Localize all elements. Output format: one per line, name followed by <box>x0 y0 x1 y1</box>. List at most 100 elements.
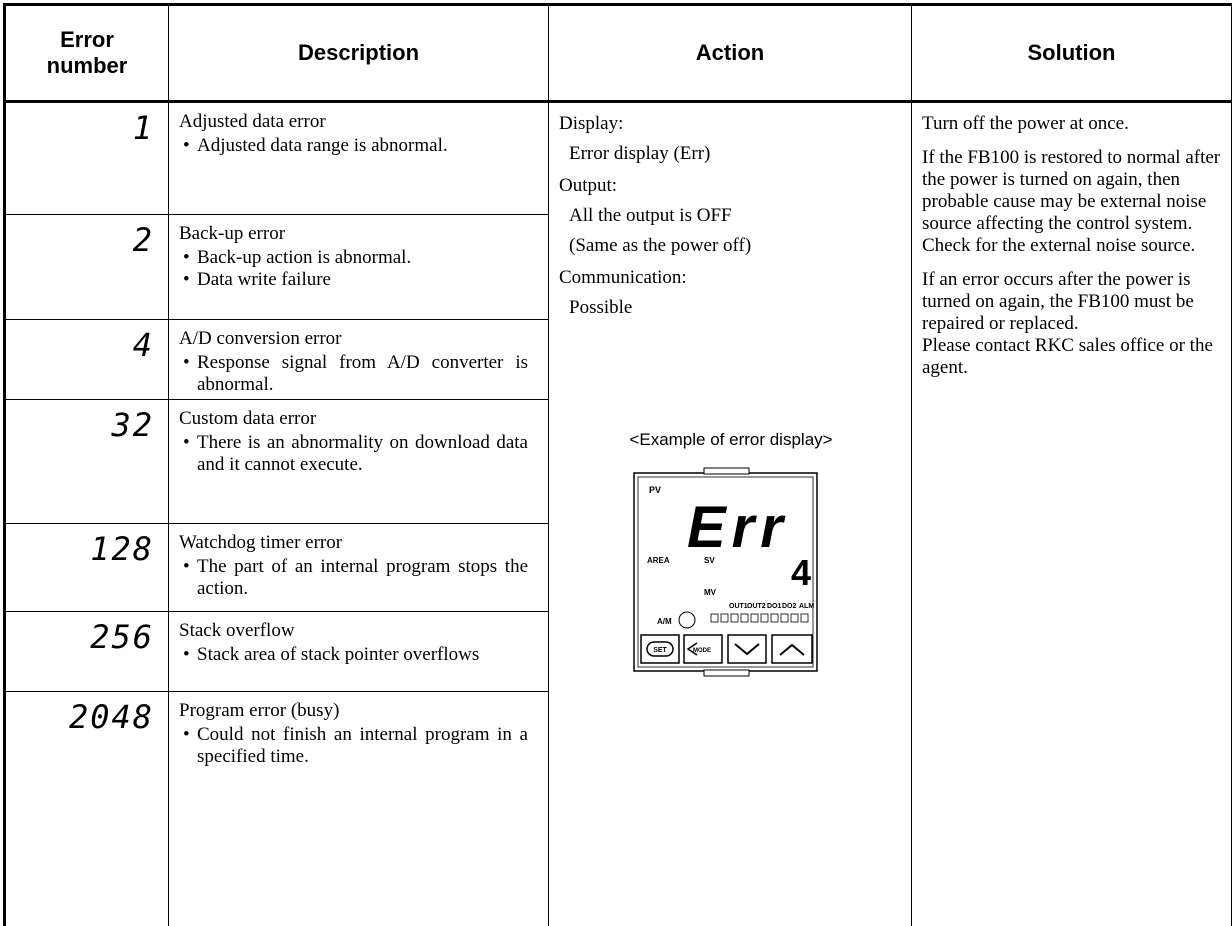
description-bullet: The part of an internal program stops th… <box>183 556 528 600</box>
error-number: 32 <box>4 399 169 524</box>
up-arrow <box>779 643 805 656</box>
set-key-label: SET <box>653 647 667 654</box>
solution: Turn off the power at once. If the FB100 … <box>911 101 1232 926</box>
description-bullet: Adjusted data range is abnormal. <box>183 135 528 157</box>
description-bullet: Back-up action is abnormal. <box>183 247 528 269</box>
error-number: 1 <box>4 101 169 215</box>
solution-paragraph: If an error occurs after the power is tu… <box>922 269 1227 379</box>
indicator-lamps <box>710 613 809 623</box>
header-row: Error number Description Action Solution <box>4 4 1232 103</box>
sv-label: SV <box>704 556 715 565</box>
description-bullet: Response signal from A/D converter is ab… <box>183 352 528 396</box>
mv-label: MV <box>704 588 717 597</box>
output-label: DO2 <box>782 603 797 610</box>
description-bullet: Stack area of stack pointer overflows <box>183 644 528 666</box>
indicator-lamp <box>750 613 759 623</box>
description: Custom data error There is an abnormality… <box>168 399 549 524</box>
set-key-outline <box>646 641 674 657</box>
example-caption: <Example of error display> <box>629 430 833 449</box>
description-title: Program error (busy) <box>179 700 340 721</box>
down-arrow <box>734 643 760 656</box>
action-line: Error display (Err) <box>569 143 711 164</box>
am-lamp <box>678 611 696 629</box>
description: Watchdog timer error The part of an inter… <box>168 523 549 612</box>
up-key <box>771 634 813 664</box>
error-number: 4 <box>4 319 169 400</box>
description: A/D conversion error Response signal from… <box>168 319 549 400</box>
description-title: Back-up error <box>179 223 286 244</box>
column-header: Action <box>548 4 912 103</box>
solution-line: Turn off the power at once. <box>922 113 1129 134</box>
set-key <box>640 634 680 664</box>
indicator-lamp <box>720 613 729 623</box>
indicator-lamp <box>760 613 769 623</box>
error-row: 1 Adjusted data error Adjusted data range … <box>4 101 1232 926</box>
indicator-lamp <box>790 613 799 623</box>
error-row: 128 Watchdog timer error The part of an in… <box>4 523 1232 612</box>
indicator-lamp <box>780 613 789 623</box>
action: Display: Error display (Err) Output: All th… <box>548 101 912 926</box>
output-label: DO1 <box>767 603 782 610</box>
solution-line: If the FB100 is restored to normal after… <box>922 147 1221 256</box>
indicator-lamp <box>730 613 739 623</box>
description-bullets: Response signal from A/D converter is ab… <box>179 352 528 396</box>
error-row: 32 Custom data error There is an abnormali… <box>4 399 1232 524</box>
description-bullets: Could not finish an internal program in … <box>179 724 528 768</box>
description-title: Watchdog timer error <box>179 532 343 553</box>
description-bullets: Adjusted data range is abnormal. <box>179 135 528 157</box>
am-label: A/M <box>657 617 672 626</box>
description: Back-up error Back-up action is abnormal.… <box>168 214 549 320</box>
pv-label: PV <box>649 485 661 495</box>
controller-inner-frame <box>637 476 814 668</box>
mode-arrow <box>686 642 698 656</box>
controller-illustration: PV Err AREA SV 4 MV OUT1 OUT2 DO1 DO2 AL… <box>633 467 818 677</box>
error-row: 256 Stack overflow Stack area of stack poi… <box>4 611 1232 692</box>
column-header: Description <box>168 4 549 103</box>
error-number: 256 <box>4 611 169 692</box>
description-bullet: There is an abnormality on download data… <box>183 432 528 476</box>
description-bullets: Stack area of stack pointer overflows <box>179 644 528 666</box>
error-row: 2 Back-up error Back-up action is abnormal… <box>4 214 1232 320</box>
alm-label: ALM <box>799 603 814 610</box>
column-header: Solution <box>911 4 1232 103</box>
solution-paragraph: Turn off the power at once. <box>922 113 1227 135</box>
action-item: Output: All the output is OFF (Same as the… <box>559 175 903 257</box>
error-number: 2048 <box>4 691 169 926</box>
output-label: OUT2 <box>747 603 766 610</box>
output-label: OUT1 <box>729 603 748 610</box>
description-title: Adjusted data error <box>179 111 326 132</box>
description: Adjusted data error Adjusted data range i… <box>168 101 549 215</box>
main-display: Err <box>687 495 789 560</box>
action-label: Communication: <box>559 267 687 288</box>
solution-line: Please contact RKC sales office or the a… <box>922 335 1213 378</box>
column-header: Error number <box>4 4 169 103</box>
top-tab <box>703 467 750 475</box>
error-table: Error number Description Action Solution 1 Ad… <box>3 3 1232 926</box>
description-bullets: Back-up action is abnormal.Data write fa… <box>179 247 528 291</box>
mode-key-label: MODE <box>693 648 711 654</box>
action-item: Display: Error display (Err) <box>559 113 903 165</box>
description: Stack overflow Stack area of stack pointe… <box>168 611 549 692</box>
sub-display: 4 <box>791 552 811 593</box>
action-label: Output: <box>559 175 618 196</box>
description-title: Custom data error <box>179 408 317 429</box>
action-label: Display: <box>559 113 624 134</box>
error-number: 128 <box>4 523 169 612</box>
description-bullet: Data write failure <box>183 269 528 291</box>
action-line: All the output is OFF <box>569 205 732 226</box>
action-item: Communication: Possible <box>559 267 903 319</box>
mode-key <box>683 634 723 664</box>
down-key <box>727 634 767 664</box>
description: Program error (busy) Could not finish an … <box>168 691 549 926</box>
indicator-lamp <box>800 613 809 623</box>
bottom-tab <box>703 669 750 677</box>
action-line: (Same as the power off) <box>569 235 752 256</box>
description-bullets: The part of an internal program stops th… <box>179 556 528 600</box>
indicator-lamp <box>770 613 779 623</box>
error-number: 2 <box>4 214 169 320</box>
area-label: AREA <box>647 556 670 565</box>
description-bullet: Could not finish an internal program in … <box>183 724 528 768</box>
solution-line: If an error occurs after the power is tu… <box>922 269 1194 334</box>
description-title: Stack overflow <box>179 620 295 641</box>
indicator-lamp <box>710 613 719 623</box>
